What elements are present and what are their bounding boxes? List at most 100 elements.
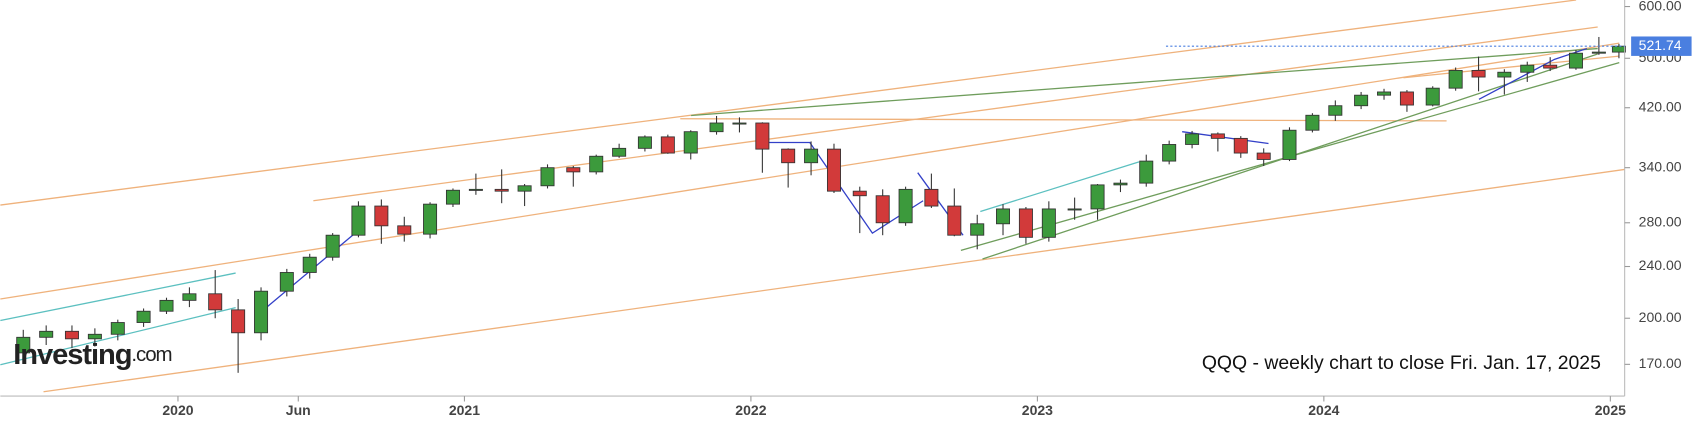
trend-line — [0, 0, 1577, 206]
candle-body — [637, 136, 652, 149]
candle-body — [374, 205, 389, 227]
candle-body — [1425, 87, 1440, 106]
candle-body — [87, 333, 102, 340]
candle-body — [1497, 71, 1512, 78]
candle-body — [924, 188, 939, 207]
logo: Investing.com — [13, 339, 171, 371]
candle-body — [254, 290, 269, 334]
candle-body — [1185, 133, 1200, 145]
candle-body — [1210, 133, 1225, 139]
x-tick-label: 2023 — [1022, 402, 1053, 418]
candle-body — [996, 208, 1011, 225]
candle-body — [1113, 182, 1128, 186]
trend-line — [313, 26, 1598, 202]
candle-body — [1233, 137, 1248, 154]
trend-line — [0, 272, 236, 322]
logo-name: Investing — [13, 339, 131, 371]
candle-body — [1354, 94, 1369, 107]
trend-line — [0, 42, 1620, 300]
trend-line — [763, 141, 924, 235]
candle-body — [1543, 64, 1558, 69]
candle-body — [517, 185, 532, 192]
x-tick-label: 2022 — [735, 402, 766, 418]
chart-title: QQQ - weekly chart to close Fri. Jan. 17… — [1202, 352, 1601, 374]
candle-body — [1448, 70, 1463, 89]
candle-body — [159, 299, 174, 312]
candle-body — [445, 189, 460, 205]
candle-body — [826, 148, 841, 192]
y-tick-label: 170.00 — [1639, 355, 1682, 371]
candle-body — [875, 195, 890, 224]
candle-body — [1591, 51, 1606, 54]
candle-body — [755, 122, 770, 150]
candle-body — [39, 330, 54, 338]
candle-body — [182, 293, 197, 301]
candle-body — [1471, 70, 1486, 78]
x-tick-label: Jun — [286, 402, 311, 418]
candle-body — [898, 188, 913, 224]
last-price-box — [1631, 36, 1692, 56]
candle-body — [1041, 208, 1056, 238]
candle-body — [970, 223, 985, 236]
candle-body — [110, 322, 125, 335]
candle-body — [279, 272, 294, 292]
candle-body — [1162, 144, 1177, 162]
candle-body — [423, 203, 438, 235]
x-tick-label: 2021 — [449, 402, 480, 418]
candle-body — [612, 147, 627, 157]
candle-body — [709, 122, 724, 133]
trend-line — [980, 161, 1140, 213]
candle-body — [231, 309, 246, 334]
y-tick-label: 420.00 — [1639, 98, 1682, 114]
candle-body — [781, 148, 796, 164]
logo-suffix: .com — [131, 344, 171, 367]
x-tick-label: 2025 — [1595, 402, 1626, 418]
candle-body — [1520, 64, 1535, 73]
candle-body — [208, 293, 223, 311]
y-tick-label: 600.00 — [1639, 0, 1682, 13]
candle-body — [1067, 208, 1082, 211]
trend-line — [43, 168, 1625, 393]
candle-body — [660, 136, 675, 154]
candle-body — [302, 256, 317, 273]
candle-body — [1282, 129, 1297, 160]
x-tick-label: 2024 — [1308, 402, 1339, 418]
candle-body — [1305, 114, 1320, 131]
candles — [16, 36, 1626, 373]
candle-body — [683, 131, 698, 154]
candle-body — [351, 205, 366, 236]
candle-body — [947, 205, 962, 236]
trend-line — [691, 47, 1598, 117]
candle-body — [1611, 45, 1626, 53]
y-tick-label: 280.00 — [1639, 213, 1682, 229]
candle-body — [325, 234, 340, 258]
y-tick-label: 240.00 — [1639, 257, 1682, 273]
y-tick-label: 340.00 — [1639, 158, 1682, 174]
candle-body — [64, 330, 79, 340]
x-tick-label: 2020 — [162, 402, 193, 418]
candle-body — [136, 310, 151, 323]
candle-body — [468, 188, 483, 191]
candle-body — [589, 155, 604, 173]
candle-body — [540, 167, 555, 187]
candle-body — [1090, 184, 1105, 210]
candle-body — [1377, 91, 1392, 96]
candle-body — [852, 190, 867, 197]
candle-body — [1018, 208, 1033, 238]
y-tick-label: 200.00 — [1639, 309, 1682, 325]
candle-body — [1328, 105, 1343, 116]
candle-body — [1256, 152, 1271, 160]
candle-body — [732, 122, 747, 125]
candle-body — [1568, 52, 1583, 69]
last-price-label: 521.74 — [1639, 37, 1682, 53]
candle-body — [804, 148, 819, 164]
candle-body — [494, 188, 509, 192]
candle-body — [16, 336, 31, 354]
candle-body — [1399, 91, 1414, 106]
candle-body — [1139, 160, 1154, 184]
trend-line — [1403, 55, 1620, 79]
candle-body — [397, 225, 412, 235]
